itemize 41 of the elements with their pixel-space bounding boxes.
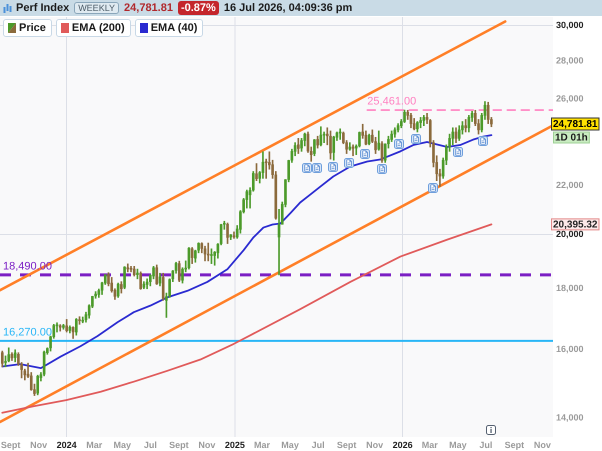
x-tick-label: 2024 <box>56 440 77 450</box>
y-tick-label: 16,000 <box>556 344 584 354</box>
x-tick-label: Mar <box>422 440 438 450</box>
legend-label: EMA (40) <box>150 22 198 34</box>
text: -0.87% <box>178 1 219 15</box>
annotation: 24,781.81 <box>553 119 598 130</box>
x-tick-label: Jul <box>479 440 492 450</box>
x-tick-label: 2026 <box>392 440 413 450</box>
legend-label: Price <box>19 22 46 34</box>
ref-line-label: 16,270.00 <box>3 326 52 338</box>
annotation: 20,395.32 <box>553 220 598 231</box>
legend-label: EMA (200) <box>72 22 125 34</box>
y-tick-label: 28,000 <box>556 56 584 66</box>
x-tick-label: Sept <box>504 440 524 450</box>
text: 24,781.81 <box>124 2 173 14</box>
x-tick-label: Jul <box>144 440 157 450</box>
x-tick-label: May <box>114 440 132 450</box>
x-tick-label: Nov <box>30 440 48 450</box>
x-tick-label: Sept <box>169 440 189 450</box>
text: 1D 01h <box>555 132 588 144</box>
y-tick-label: 20,000 <box>556 228 584 239</box>
x-tick-label: Nov <box>534 440 551 450</box>
y-tick-label: 22,000 <box>556 180 584 190</box>
x-tick-label: Jul <box>312 440 325 450</box>
x-tick-label: May <box>449 440 467 450</box>
chart-title: Perf Index <box>16 2 70 14</box>
text: WEEKLY <box>74 2 120 14</box>
x-tick-label: Mar <box>86 440 103 450</box>
y-tick-label: 26,000 <box>556 94 584 104</box>
annotation: 25,461.00 <box>367 96 416 108</box>
y-tick-label: 14,000 <box>556 412 584 423</box>
x-tick-label: Sept <box>336 440 356 450</box>
x-tick-label: May <box>281 440 299 450</box>
chart-subtitle: 16 Jul 2026, 04:09:36 pm <box>224 2 352 14</box>
y-tick-label: 18,000 <box>556 283 584 294</box>
y-tick-label: 30,000 <box>556 20 584 30</box>
x-tick-label: Nov <box>366 440 384 450</box>
x-tick-label: Sept <box>0 440 20 450</box>
x-tick-label: 2025 <box>224 440 245 450</box>
x-tick-label: Nov <box>198 440 216 450</box>
x-tick-label: Mar <box>254 440 271 450</box>
